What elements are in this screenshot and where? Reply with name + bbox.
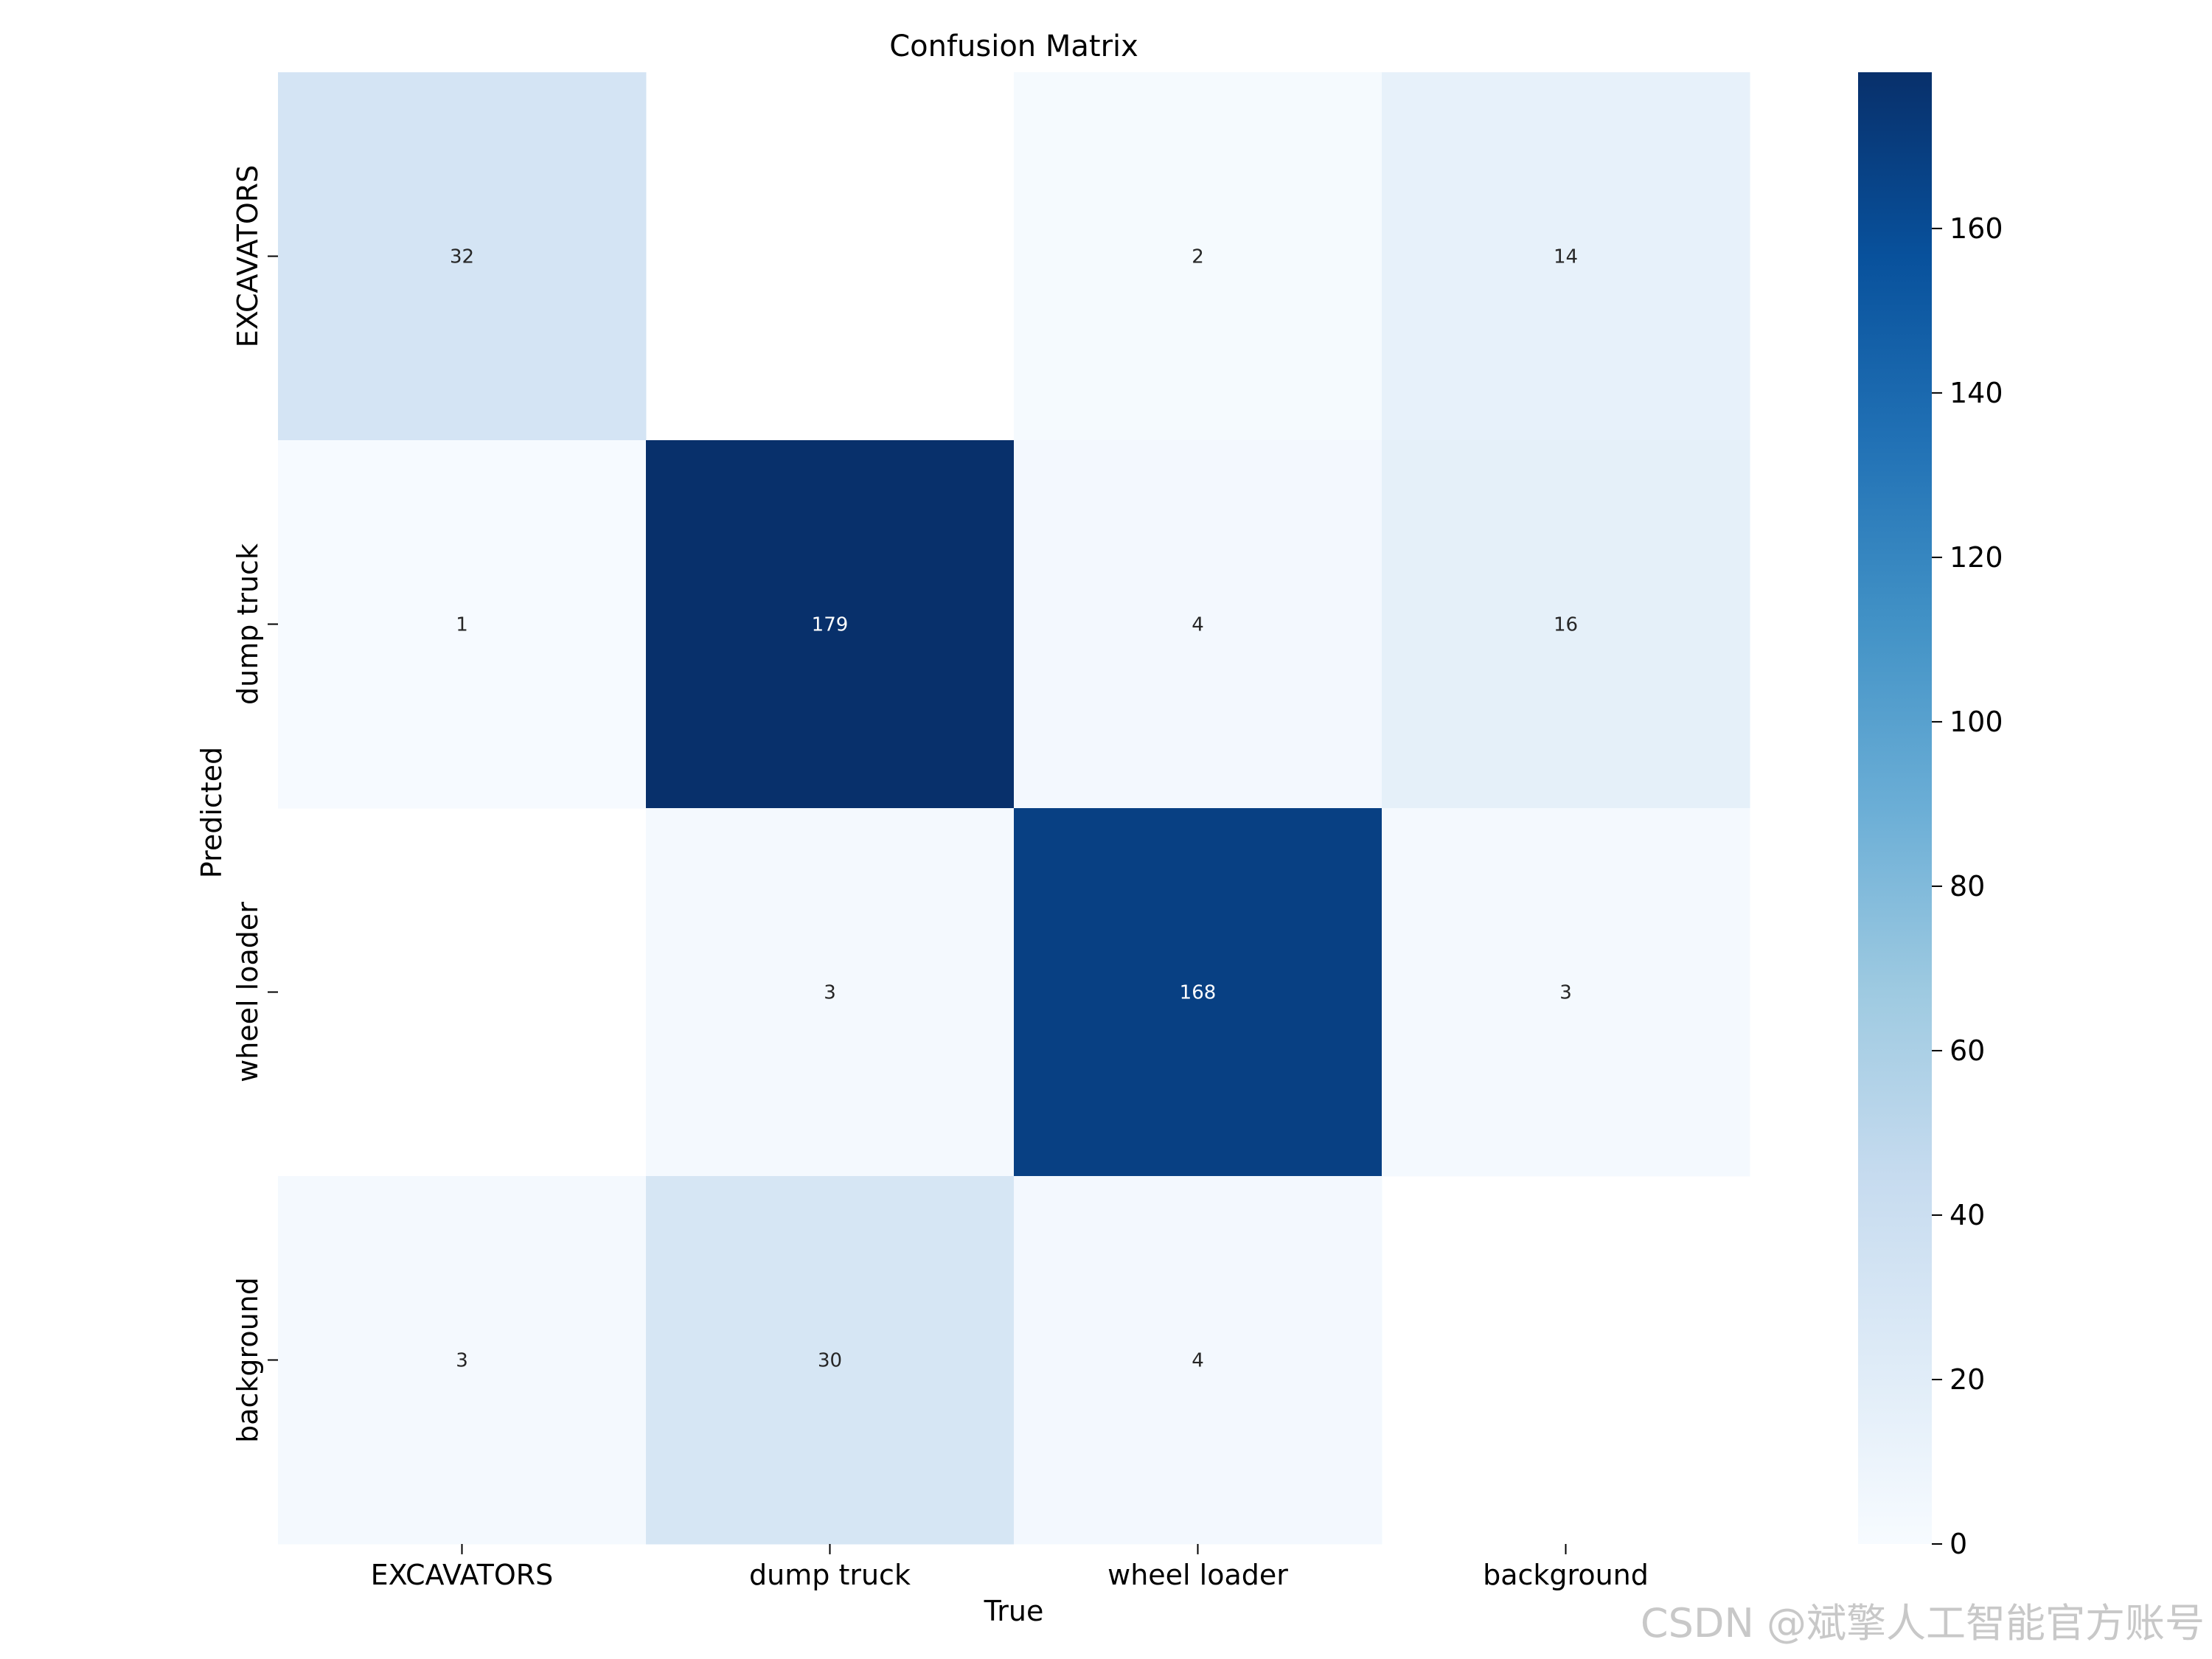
heatmap-cells — [278, 72, 1750, 1545]
heatmap-cell-r2-c2 — [1014, 808, 1382, 1177]
heatmap-cell-r2-c3 — [1382, 808, 1750, 1177]
colorbar-tick-label: 120 — [1950, 541, 2003, 574]
cell-value-label: 14 — [1554, 246, 1578, 268]
cell-value-label: 3 — [824, 982, 836, 1004]
colorbar-tick-label: 80 — [1950, 870, 1985, 902]
heatmap-cell-r1-c1 — [646, 440, 1015, 809]
heatmap-cell-r2-c1 — [646, 808, 1015, 1177]
heatmap-cell-r1-c2 — [1014, 440, 1382, 809]
colorbar-tick-label: 40 — [1950, 1199, 1985, 1231]
cell-value-label: 4 — [1192, 1350, 1204, 1372]
cell-value-label: 3 — [1559, 982, 1572, 1004]
cell-value-label: 16 — [1554, 614, 1578, 636]
colorbar-tick-label: 160 — [1950, 212, 2003, 245]
heatmap-cell-r3-c1 — [646, 1176, 1015, 1545]
y-axis-label: Predicted — [195, 747, 228, 878]
heatmap-cell-labels: 32 2 14 1 179 4 16 3 168 3 3 30 4 — [450, 246, 1578, 1372]
cell-value-label: 168 — [1180, 982, 1217, 1004]
x-tick-label: background — [1483, 1559, 1649, 1591]
y-tick-label: EXCAVATORS — [232, 165, 264, 348]
colorbar-ticks: 0 20 40 60 80 100 120 140 160 — [1932, 212, 2003, 1560]
colorbar-tick-label: 0 — [1950, 1528, 1967, 1560]
heatmap-cell-r0-c3 — [1382, 72, 1750, 441]
x-tick-label: EXCAVATORS — [371, 1559, 554, 1591]
heatmap-cell-r0-c0 — [278, 72, 647, 441]
cell-value-label: 1 — [456, 614, 468, 636]
chart-title: Confusion Matrix — [889, 29, 1138, 63]
cell-value-label: 2 — [1192, 246, 1204, 268]
cell-value-label: 3 — [456, 1350, 468, 1372]
heatmap-cell-r0-c2 — [1014, 72, 1382, 441]
heatmap-cell-r3-c0 — [278, 1176, 647, 1545]
watermark-text: CSDN @斌擎人工智能官方账号 — [1641, 1600, 2205, 1646]
y-tick-label: background — [232, 1277, 264, 1443]
heatmap-cell-r1-c0 — [278, 440, 647, 809]
y-tick-label: wheel loader — [232, 902, 264, 1082]
x-axis-label: True — [984, 1595, 1044, 1627]
x-axis-ticks: EXCAVATORS dump truck wheel loader backgrou… — [371, 1544, 1649, 1591]
y-tick-label: dump truck — [232, 543, 264, 705]
colorbar-tick-label: 100 — [1950, 706, 2003, 738]
cell-value-label: 32 — [450, 246, 474, 268]
colorbar-tick-label: 20 — [1950, 1363, 1985, 1396]
x-tick-label: wheel loader — [1107, 1559, 1288, 1591]
cell-value-label: 4 — [1192, 614, 1204, 636]
x-tick-label: dump truck — [749, 1559, 911, 1591]
colorbar-tick-label: 60 — [1950, 1034, 1985, 1067]
heatmap-cell-r3-c2 — [1014, 1176, 1382, 1545]
cell-value-label: 30 — [818, 1350, 842, 1372]
colorbar-tick-label: 140 — [1950, 377, 2003, 409]
colorbar — [1858, 72, 1932, 1544]
y-axis-ticks: EXCAVATORS dump truck wheel loader backgrou… — [232, 165, 278, 1443]
cell-value-label: 179 — [812, 614, 849, 636]
heatmap-cell-r1-c3 — [1382, 440, 1750, 809]
